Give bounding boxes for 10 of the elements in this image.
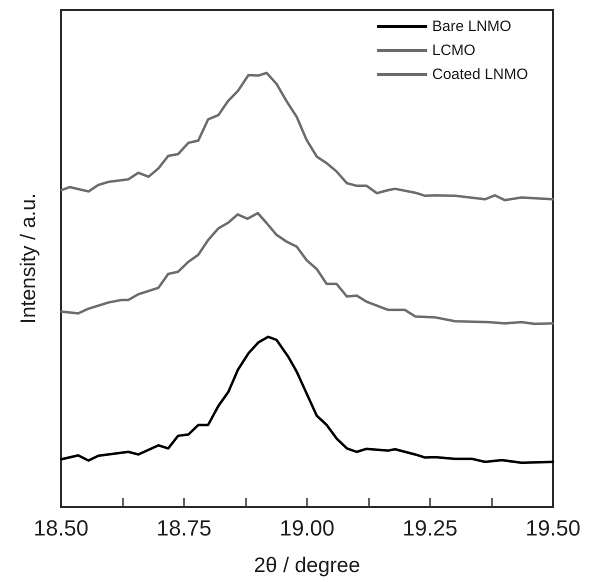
- x-tick-label: 19.25: [402, 516, 458, 540]
- x-axis-title: 2θ / degree: [254, 554, 360, 577]
- legend-label: LCMO: [432, 42, 476, 59]
- x-tick-label: 18.50: [33, 516, 89, 540]
- x-tick-label: 18.75: [156, 516, 212, 540]
- x-tick-label: 19.00: [279, 516, 335, 540]
- x-tick-label: 19.50: [525, 516, 581, 540]
- legend-label: Coated LNMO: [432, 66, 528, 83]
- legend-label: Bare LNMO: [432, 18, 512, 35]
- y-axis-title: Intensity / a.u.: [17, 193, 40, 324]
